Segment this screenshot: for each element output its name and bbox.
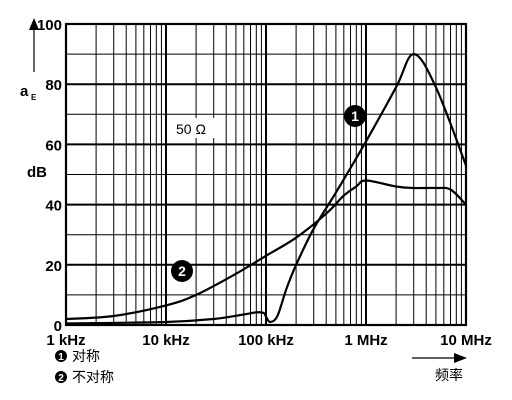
y-tick-labels: 0 20 40 60 80 100 [37, 17, 62, 335]
y-axis-arrowhead [29, 18, 39, 30]
y-axis-unit: dB [27, 164, 47, 181]
y-axis-label-subscript: E [31, 93, 37, 102]
y-tick-label: 80 [45, 77, 62, 94]
series-layer [65, 53, 468, 325]
y-tick-label: 0 [54, 318, 62, 335]
y-axis-label: a [20, 83, 29, 100]
x-tick-label: 10 kHz [142, 332, 190, 349]
x-tick-labels: 1 kHz 10 kHz 100 kHz 1 MHz 10 MHz [46, 332, 491, 349]
series-1-marker: 1 [344, 105, 366, 127]
x-tick-label: 100 kHz [238, 332, 294, 349]
svg-text:1: 1 [351, 108, 359, 124]
legend: 1 对称 2 不对称 [55, 349, 114, 386]
svg-text:2: 2 [58, 373, 64, 384]
series-2-line [65, 179, 467, 321]
legend-item-1: 1 对称 [55, 349, 100, 365]
annotation-text: 50 Ω [176, 121, 206, 137]
y-tick-label: 40 [45, 198, 62, 215]
x-tick-label: 10 MHz [440, 332, 492, 349]
series-1-line [65, 53, 468, 325]
svg-text:1: 1 [58, 352, 64, 363]
x-axis-label: 频率 [435, 367, 463, 384]
svg-text:2: 2 [178, 263, 186, 279]
annotation-box [170, 118, 222, 138]
x-tick-label: 1 kHz [46, 332, 85, 349]
x-tick-label: 1 MHz [344, 332, 387, 349]
svg-text:对称: 对称 [72, 349, 100, 365]
svg-text:不对称: 不对称 [72, 370, 114, 386]
legend-item-2: 2 不对称 [55, 370, 114, 386]
y-tick-label: 100 [37, 17, 62, 34]
y-tick-label: 60 [45, 137, 62, 154]
series-2-marker: 2 [171, 260, 193, 282]
y-tick-label: 20 [45, 258, 62, 275]
x-axis-arrowhead [454, 353, 467, 363]
grid [64, 22, 468, 327]
